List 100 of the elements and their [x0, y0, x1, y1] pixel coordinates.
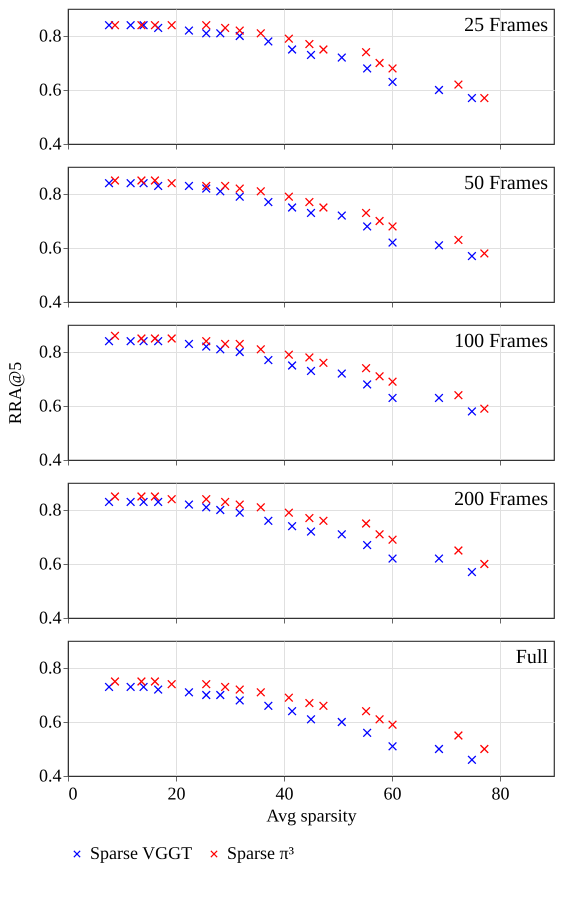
y-tick-label: 0.8 — [39, 500, 62, 520]
point — [388, 64, 398, 73]
point — [467, 755, 476, 764]
point — [256, 502, 266, 512]
point — [216, 690, 225, 700]
point — [184, 688, 194, 697]
point — [375, 58, 384, 68]
point — [154, 23, 163, 32]
point — [220, 497, 230, 506]
y-tick-label: 0.8 — [39, 26, 62, 46]
annotation: 25 Frames — [464, 14, 548, 36]
point — [184, 26, 194, 36]
point — [220, 181, 230, 190]
point — [136, 492, 146, 502]
point — [304, 352, 314, 362]
point — [110, 20, 120, 30]
point — [256, 28, 266, 38]
point — [167, 680, 176, 689]
point — [216, 186, 225, 196]
point — [220, 339, 230, 348]
point — [154, 497, 163, 506]
point — [235, 347, 244, 357]
x-tick-label: 80 — [492, 784, 510, 804]
point — [220, 682, 230, 692]
y-tick-label: 0.8 — [39, 184, 62, 204]
y-tick-label: 0.6 — [39, 396, 62, 416]
point — [126, 178, 136, 188]
point — [467, 406, 476, 416]
point — [284, 34, 294, 44]
point — [202, 20, 211, 30]
point — [284, 693, 294, 702]
point — [139, 20, 148, 30]
point — [388, 377, 398, 386]
point — [318, 701, 328, 710]
point — [284, 508, 294, 518]
point — [337, 369, 346, 378]
point — [235, 26, 244, 36]
point — [167, 334, 176, 344]
point — [216, 28, 225, 38]
point — [235, 500, 244, 510]
x-tick-label: 20 — [168, 784, 186, 804]
point — [202, 502, 211, 512]
point — [150, 20, 160, 30]
point — [434, 240, 444, 250]
point — [167, 178, 176, 188]
point — [288, 202, 297, 212]
point — [434, 744, 444, 754]
point — [375, 216, 384, 226]
point — [362, 208, 371, 218]
point — [318, 358, 328, 368]
y-tick-label: 0.6 — [39, 80, 62, 100]
point — [126, 20, 136, 30]
point — [480, 744, 489, 754]
y-tick-label: 0.4 — [39, 134, 62, 154]
point — [362, 518, 371, 528]
point — [256, 344, 266, 354]
point — [235, 685, 244, 694]
point — [288, 522, 297, 531]
point — [388, 535, 398, 544]
point — [110, 492, 120, 502]
point — [202, 28, 211, 38]
point — [235, 508, 244, 518]
point — [104, 336, 114, 346]
legend-label: Sparse VGGT — [90, 843, 192, 863]
point — [184, 339, 194, 348]
point — [150, 334, 160, 344]
point — [304, 514, 314, 523]
point — [337, 53, 346, 62]
point — [167, 20, 176, 30]
point — [480, 94, 489, 103]
point — [388, 77, 398, 86]
point — [362, 64, 372, 73]
point — [362, 364, 371, 373]
point — [256, 186, 266, 196]
point — [375, 530, 384, 539]
point — [362, 706, 371, 716]
point — [150, 492, 160, 502]
point — [235, 696, 244, 705]
point — [288, 706, 297, 716]
point — [388, 393, 398, 402]
point — [318, 44, 328, 54]
point — [167, 494, 176, 504]
point — [139, 336, 148, 346]
point — [202, 336, 211, 346]
point — [139, 178, 148, 188]
point — [110, 331, 120, 340]
point — [288, 44, 297, 54]
point — [375, 714, 384, 724]
point — [318, 516, 328, 526]
point — [337, 717, 346, 727]
point — [202, 494, 211, 504]
point — [388, 720, 398, 730]
point — [434, 554, 444, 564]
point — [264, 36, 273, 46]
y-tick-label: 0.6 — [39, 554, 62, 574]
y-tick-label: 0.4 — [39, 292, 62, 312]
point — [304, 40, 314, 49]
point — [306, 366, 316, 376]
point — [388, 238, 398, 248]
point — [235, 192, 244, 202]
